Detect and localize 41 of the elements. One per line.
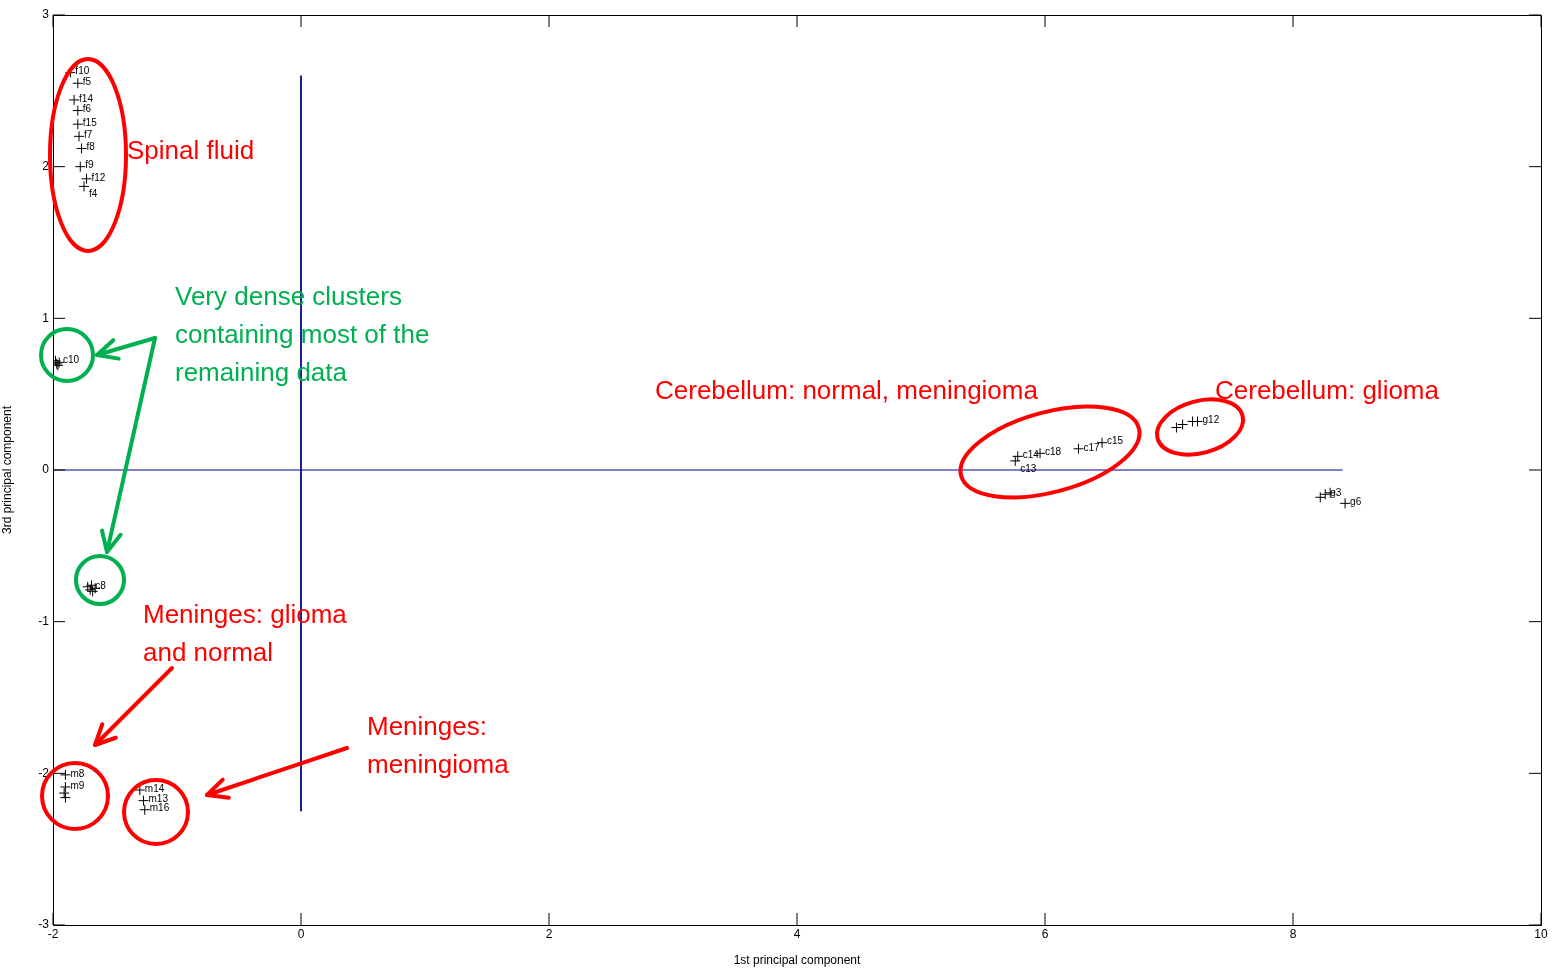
annotation: Cerebellum: glioma: [1215, 375, 1440, 406]
annotation: Meninges: meningioma: [367, 711, 510, 780]
annotation: f6: [82, 103, 92, 115]
x-tick-label: 0: [297, 926, 305, 941]
x-axis-title: 1st principal component: [733, 953, 862, 968]
annotation: f10: [75, 65, 90, 77]
annotation: m13: [148, 793, 169, 805]
y-tick-label: -3: [38, 917, 50, 932]
annotation: f7: [84, 129, 93, 141]
annotation: f9: [85, 159, 95, 171]
annotation: f4: [89, 188, 98, 200]
annotation: c17: [1083, 441, 1101, 453]
annotation: c10: [62, 353, 80, 365]
annotation: f12: [91, 171, 106, 183]
annotation: f8: [86, 141, 96, 153]
y-tick-label: 3: [42, 7, 50, 22]
x-tick-label: 10: [1534, 926, 1548, 941]
annotation: f5: [82, 76, 92, 87]
annotation: f14: [79, 92, 94, 104]
y-tick-label: 0: [42, 462, 50, 477]
annotation: Spinal fluid: [127, 135, 255, 166]
annotation: m8: [70, 767, 85, 779]
annotation: f15: [82, 116, 98, 128]
annotation: m14: [144, 782, 165, 794]
annotation: g12: [1202, 414, 1220, 426]
annotation: m9: [70, 779, 85, 791]
annotation: c8: [95, 579, 107, 591]
annotation: c15: [1107, 435, 1124, 447]
annotation: m16: [149, 802, 170, 814]
y-tick-label: 1: [42, 310, 50, 325]
x-tick-label: 8: [1289, 926, 1297, 941]
annotation: Cerebellum: normal, meningioma: [655, 375, 1039, 406]
annotation: c18: [1045, 446, 1062, 458]
x-tick-label: 6: [1041, 926, 1049, 941]
y-tick-label: -1: [38, 613, 50, 628]
y-axis-title: 3rd principal component: [0, 405, 14, 535]
annotation: c13: [1020, 462, 1037, 474]
x-tick-label: 4: [793, 926, 801, 941]
annotation: c14: [1022, 449, 1040, 461]
x-tick-label: 2: [545, 926, 553, 941]
annotation: g6: [1350, 496, 1362, 508]
